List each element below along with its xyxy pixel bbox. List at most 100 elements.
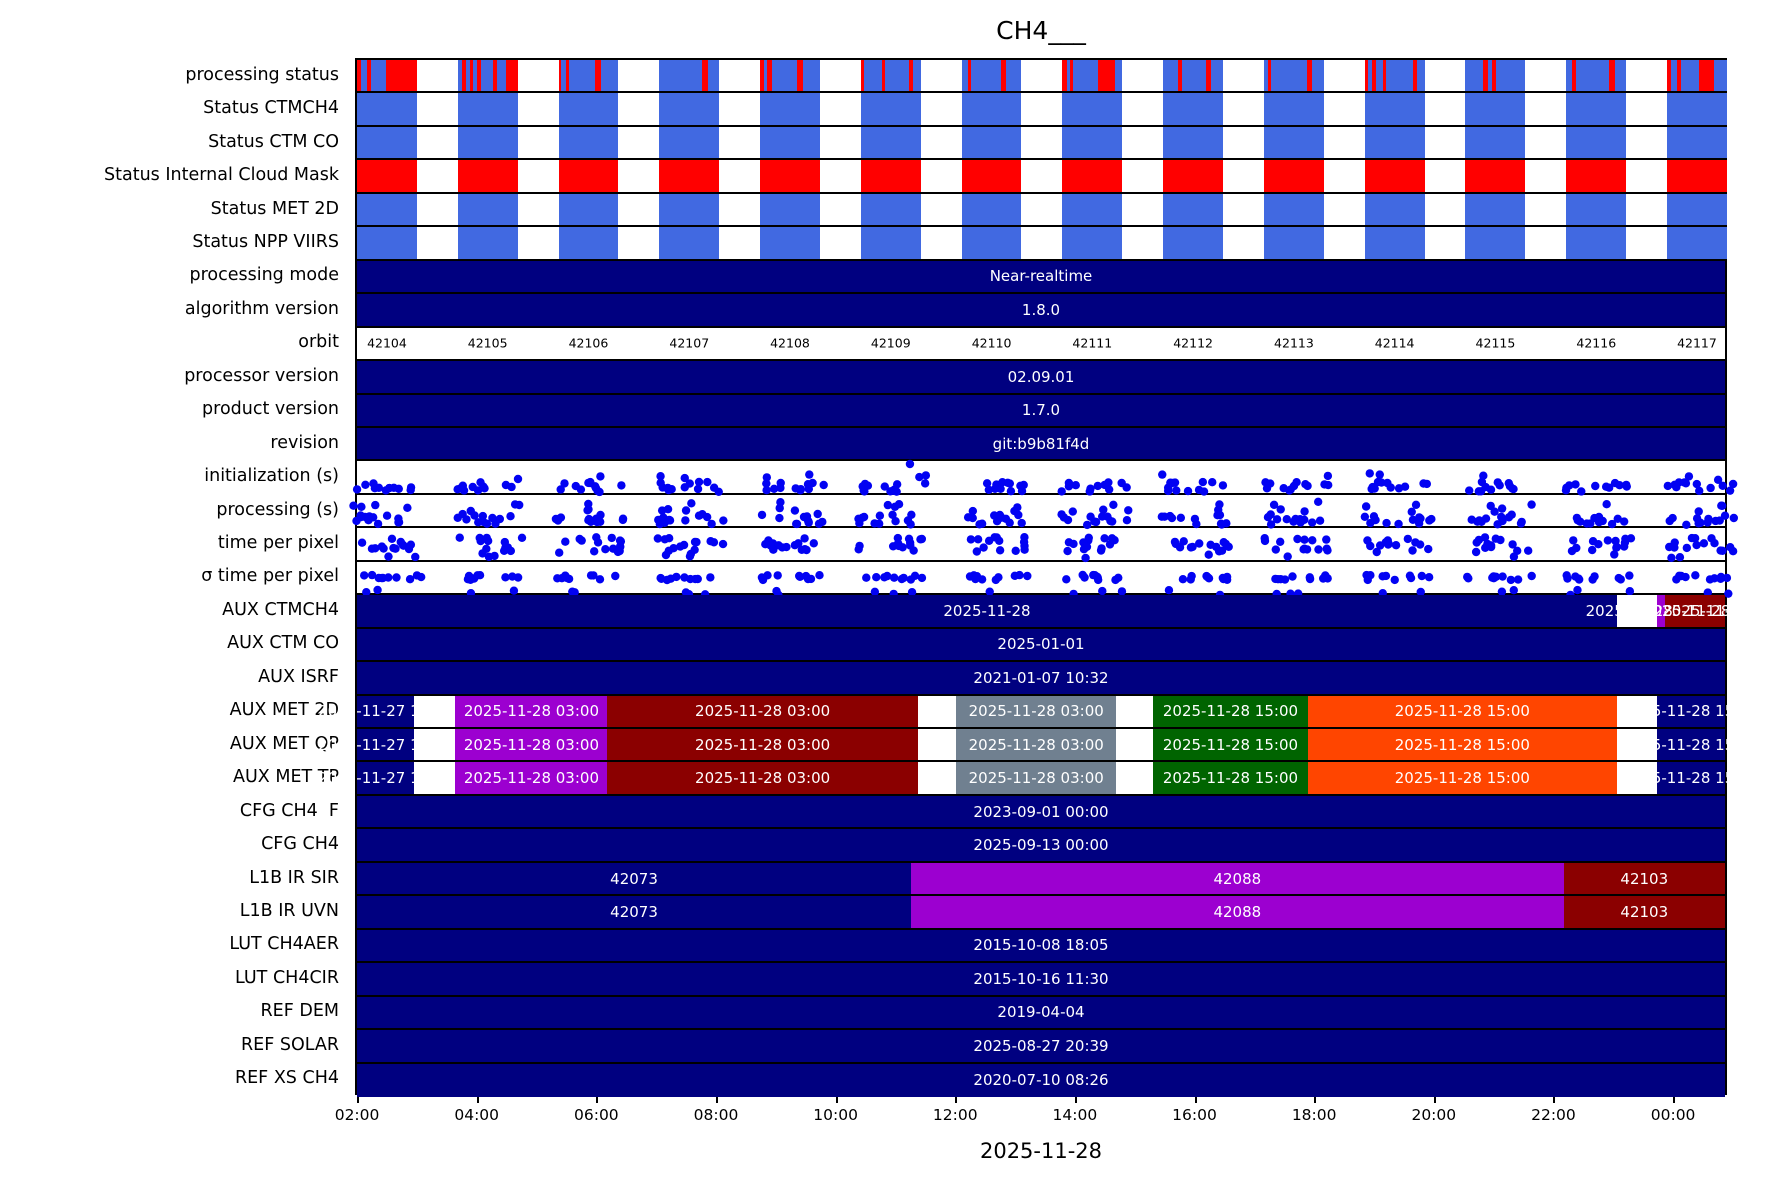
timeline-row-processing-mode: Near-realtime xyxy=(357,260,1725,295)
status-block xyxy=(760,93,820,125)
status-stripe xyxy=(360,60,367,92)
status-block xyxy=(1163,93,1223,125)
status-stripe xyxy=(802,60,820,92)
status-stripe-block xyxy=(357,60,417,92)
timeline-row-lut-ch4cir: 2015-10-16 11:30 xyxy=(357,963,1725,997)
x-tick-label: 20:00 xyxy=(1411,1106,1457,1124)
segment xyxy=(455,762,608,794)
timeline-row-processing-status xyxy=(357,60,1727,94)
status-stripe xyxy=(1001,60,1006,92)
status-block xyxy=(1667,160,1727,192)
orbit-number: 42107 xyxy=(669,335,710,351)
status-stripe xyxy=(863,60,882,92)
status-stripe xyxy=(1271,60,1308,92)
segment-label: 2025-11-28 15:00 xyxy=(1162,735,1299,754)
row-label-revision: revision xyxy=(270,432,339,453)
status-stripe-block xyxy=(659,60,720,92)
timeline-row-status-ctm-co xyxy=(357,126,1727,161)
status-stripe xyxy=(1206,60,1211,92)
status-block xyxy=(1062,126,1123,159)
row-label-status-ctm-co: Status CTM CO xyxy=(208,131,339,152)
status-block xyxy=(1465,126,1526,159)
row-label-aux-ctmch4: AUX CTMCH4 xyxy=(222,599,339,620)
segment xyxy=(607,762,918,794)
x-tick xyxy=(1433,1095,1436,1103)
segment xyxy=(1153,695,1308,728)
status-block xyxy=(558,193,619,226)
status-stripe xyxy=(860,60,864,92)
x-tick xyxy=(357,1095,360,1103)
segment xyxy=(357,896,912,928)
timeline-row-processing-s xyxy=(349,495,1739,529)
segment-label: 2025-11-28 15:00 xyxy=(1394,702,1530,721)
x-tick xyxy=(476,1095,479,1103)
timeline-row-ref-solar: 2025-08-27 20:39 xyxy=(357,1030,1725,1064)
row-label-time-per-pixel: σ time per pixel xyxy=(201,566,339,587)
value-bar xyxy=(357,1030,1725,1062)
timeline-row-cfg-ch4-f: 2023-09-01 00:00 xyxy=(357,795,1725,830)
segment xyxy=(1116,729,1154,761)
row-label-ref-xs-ch4: REF XS CH4 xyxy=(234,1068,339,1089)
status-stripe xyxy=(881,60,886,92)
status-stripe xyxy=(1382,60,1387,92)
orbit-number: 42105 xyxy=(467,335,508,351)
segment-label: 42103 xyxy=(1620,903,1669,921)
timeline-row-revision: git:b9b81f4d xyxy=(357,427,1725,462)
timeline-row-product-version: 1.7.0 xyxy=(357,394,1725,428)
row-label-processing-s: processing (s) xyxy=(216,499,339,520)
status-block xyxy=(558,227,619,259)
status-stripe xyxy=(470,60,474,92)
status-stripe xyxy=(763,60,768,92)
x-tick-label: 16:00 xyxy=(1172,1106,1217,1124)
segment xyxy=(1616,595,1657,627)
plot-area: Near-realtime 1.8.0 42104 42105 42106 42107 42… xyxy=(318,58,1758,1097)
status-block xyxy=(357,93,417,125)
status-block xyxy=(1667,227,1727,259)
status-stripe xyxy=(1566,60,1573,92)
segment xyxy=(1563,896,1725,928)
segment xyxy=(1116,762,1154,794)
status-block xyxy=(1566,227,1627,259)
scatter-points xyxy=(352,460,1738,497)
segment xyxy=(1153,762,1308,794)
status-block xyxy=(860,126,921,159)
timeline-row-aux-ctmch4: 2025-11-28 2025-11-28 2025-11-28 2025-11-29 xyxy=(357,595,1749,629)
status-stripe xyxy=(1417,60,1425,92)
status-block xyxy=(961,160,1022,192)
segment-label: 2025-11-28 15:00 xyxy=(1162,702,1299,721)
x-tick xyxy=(955,1095,958,1103)
status-stripe xyxy=(565,60,570,92)
row-label-processing-mode: processing mode xyxy=(189,265,339,286)
status-block xyxy=(357,126,417,159)
timeline-row-lut-ch4aer: 2015-10-08 18:05 xyxy=(357,929,1725,964)
bar-label: 2025-08-27 20:39 xyxy=(973,1036,1109,1055)
segment xyxy=(1307,695,1617,728)
status-stripe xyxy=(771,60,798,92)
status-stripe xyxy=(1386,60,1414,92)
status-stripe xyxy=(1371,60,1376,92)
status-block xyxy=(357,193,417,226)
segment xyxy=(414,695,456,728)
status-stripe xyxy=(1487,60,1493,92)
segment-label: 2025-11-28 15:00 xyxy=(1162,769,1299,788)
segment-label: 42103 xyxy=(1620,869,1669,888)
segment-label: 2025-11-28 03:00 xyxy=(463,769,599,788)
status-block xyxy=(1667,193,1727,226)
row-label-initialization-s: initialization (s) xyxy=(204,466,339,487)
status-stripe xyxy=(1066,60,1070,92)
status-block xyxy=(1566,160,1627,192)
status-stripe xyxy=(1368,60,1372,92)
segment-label: 42073 xyxy=(610,903,658,921)
status-block xyxy=(961,227,1022,259)
status-block xyxy=(1364,160,1425,192)
orbit-number: 42104 xyxy=(367,335,407,351)
status-stripe xyxy=(1677,60,1681,92)
value-bar xyxy=(357,260,1725,293)
status-stripe xyxy=(1615,60,1627,92)
segment-label: 2025-11-28 15:00 xyxy=(1394,735,1530,754)
row-label-cfg-ch4: CFG CH4 xyxy=(261,834,339,855)
segment-label: 2025-11-28 03:00 xyxy=(968,735,1104,754)
timeline-row-ref-dem: 2019-04-04 xyxy=(357,996,1725,1031)
segment xyxy=(607,695,918,728)
status-stripe xyxy=(561,60,566,92)
